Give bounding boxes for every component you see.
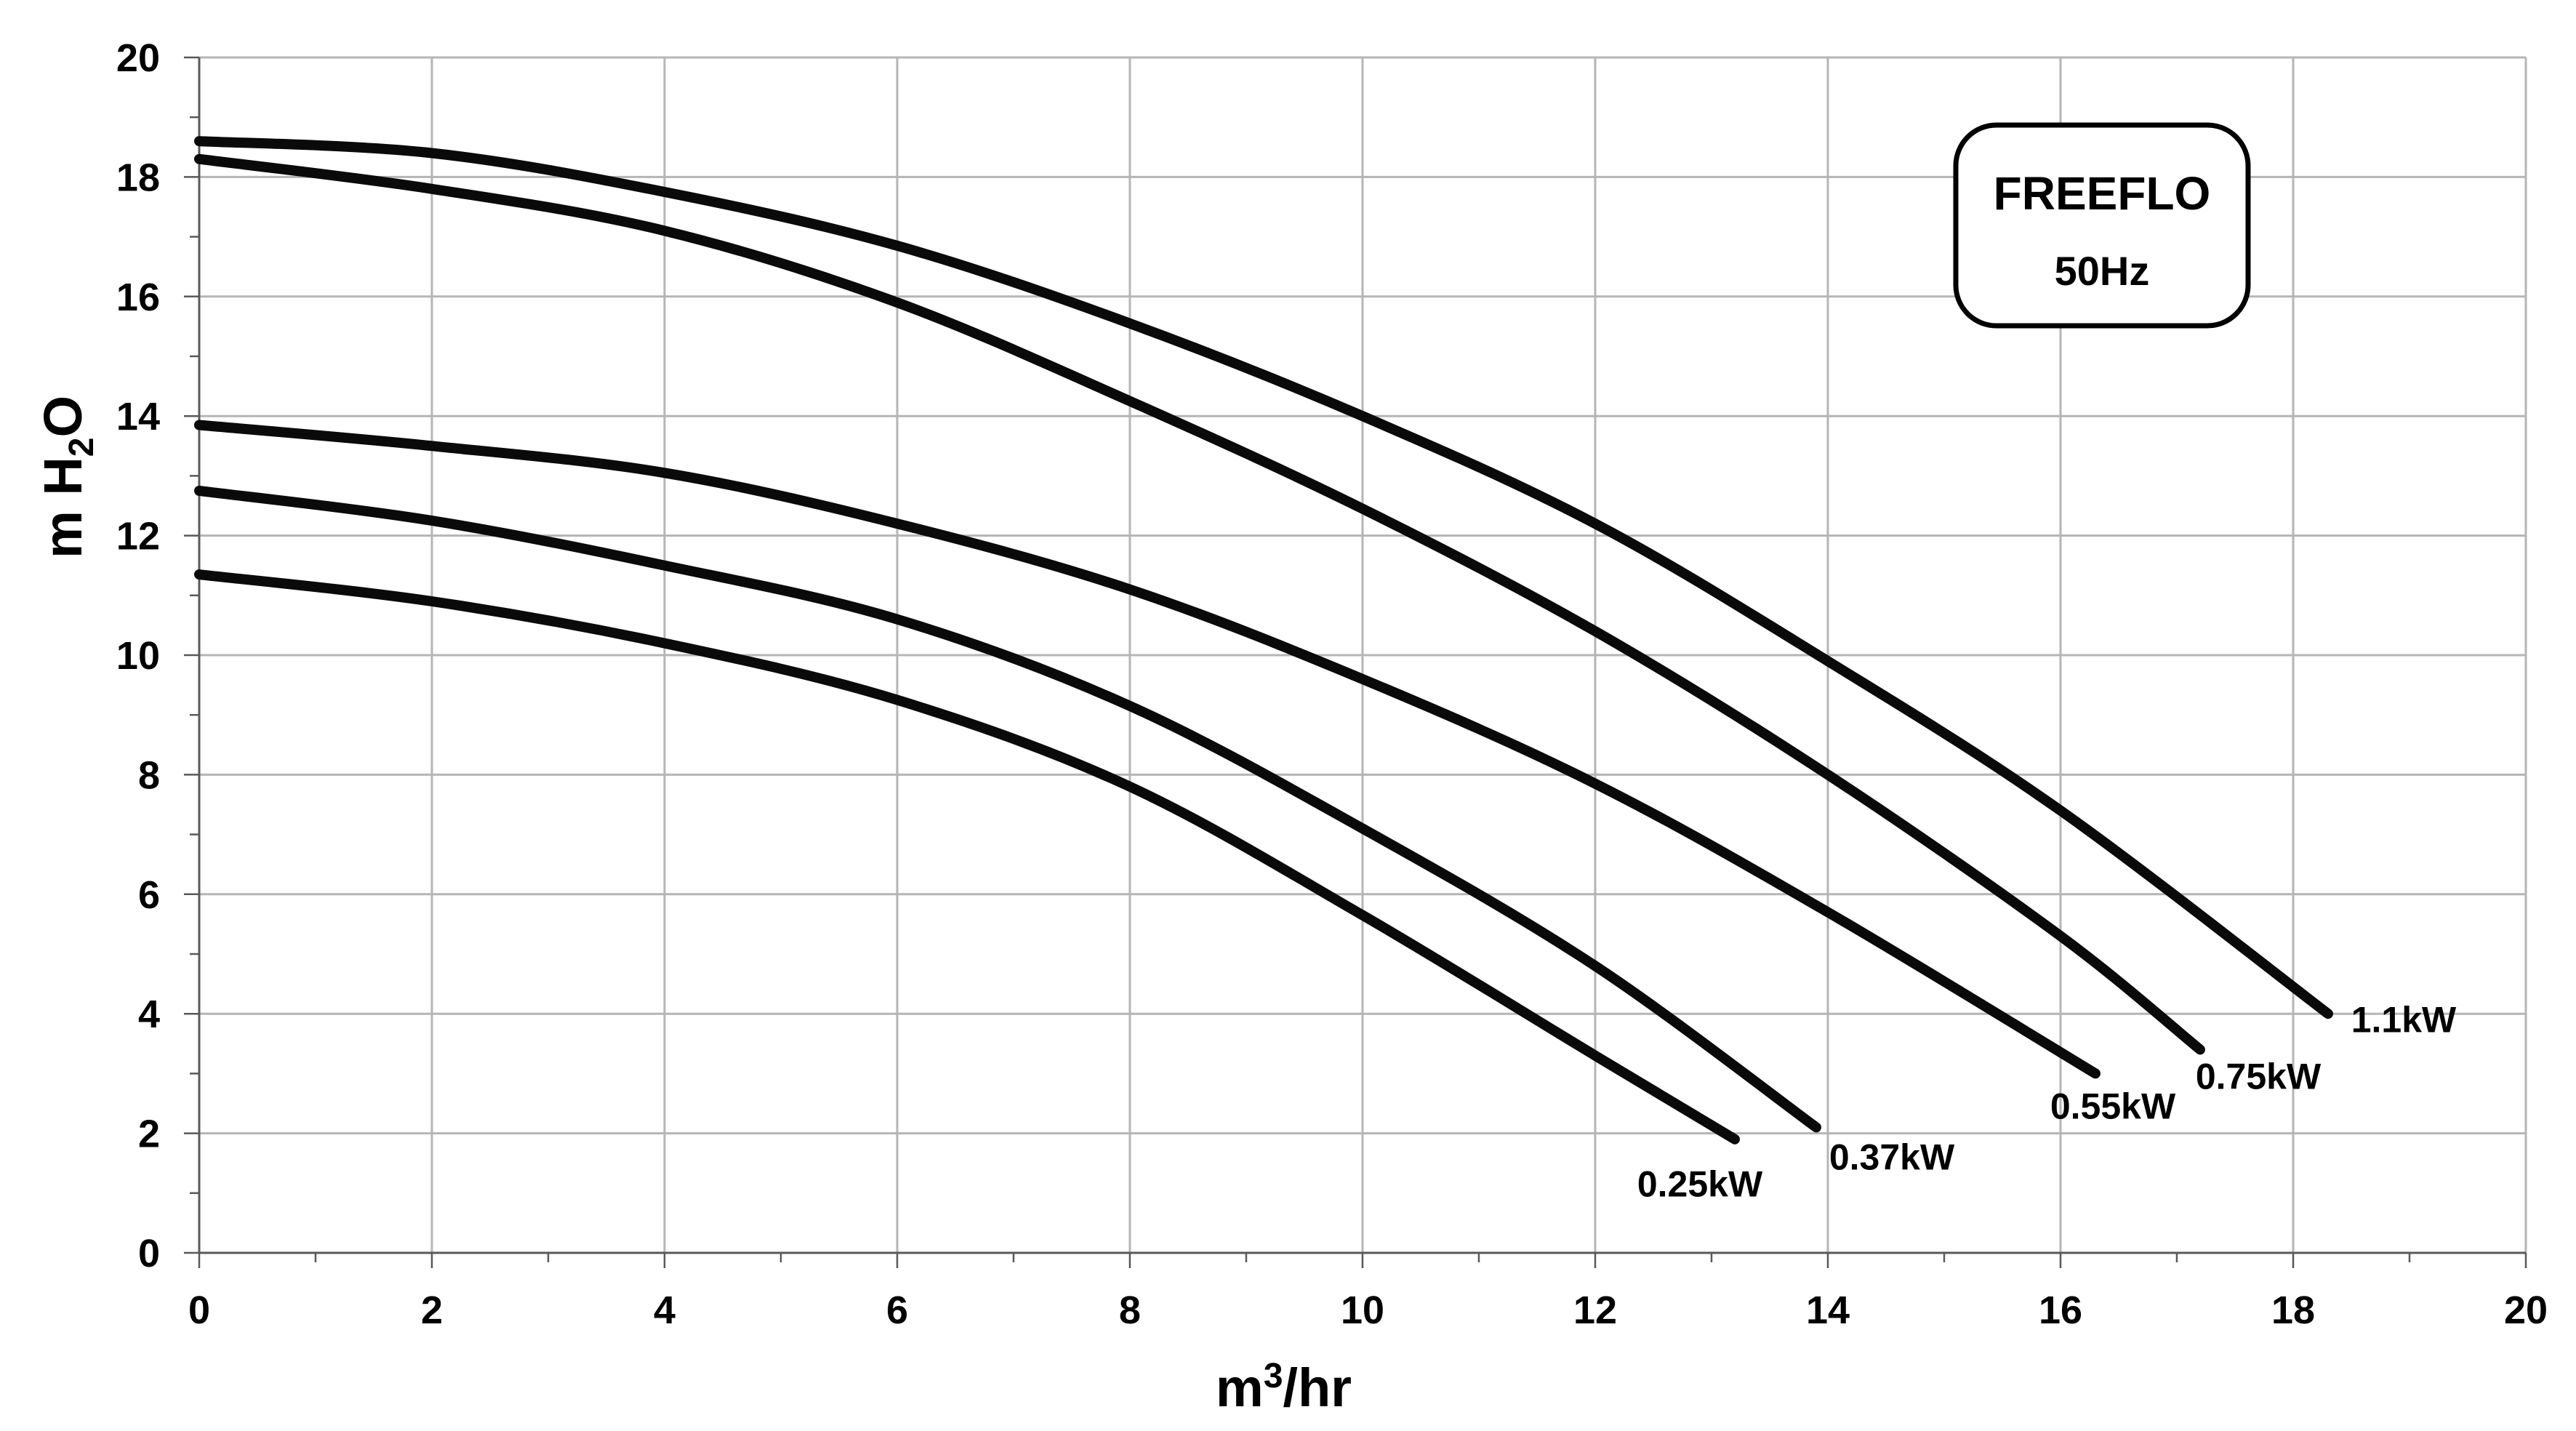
curve-label-0.37kW: 0.37kW (1829, 1137, 1955, 1177)
x-axis-title-superscript: 3 (1264, 1357, 1283, 1395)
pump-curve-0.37kW (194, 485, 1821, 1133)
y-tick-label: 8 (138, 753, 160, 797)
x-tick-label: 4 (654, 1288, 675, 1332)
y-axis-title-subscript: 2 (63, 437, 101, 457)
y-tick-label: 4 (138, 993, 160, 1036)
axis-lines (198, 57, 2526, 1254)
axis-ticks (184, 56, 2527, 1268)
y-tick-labels: 0 2 4 6 8 10 12 14 16 18 20 (116, 36, 160, 1275)
x-axis-title-base: m (1216, 1358, 1264, 1418)
pump-curve-0.55kW (194, 420, 2100, 1079)
x-tick-label: 6 (886, 1288, 908, 1332)
y-tick-label: 2 (138, 1113, 160, 1156)
curve-label-0.55kW: 0.55kW (2050, 1086, 2176, 1127)
y-axis-title-rest: O (33, 396, 93, 438)
x-tick-label: 20 (2504, 1288, 2548, 1332)
x-tick-label: 10 (1341, 1288, 1384, 1332)
y-axis-title: m H2O (33, 396, 101, 558)
pump-curves (194, 136, 2333, 1145)
x-tick-label: 2 (421, 1288, 443, 1332)
y-tick-label: 12 (116, 515, 160, 558)
curve-labels: 0.25kW 0.37kW 0.55kW 0.75kW 1.1kW (1637, 999, 2457, 1204)
x-tick-labels: 0 2 4 6 8 10 12 14 16 18 20 (188, 1288, 2548, 1332)
x-tick-label: 12 (1573, 1288, 1617, 1332)
legend-subtitle: 50Hz (2055, 248, 2150, 294)
y-tick-label: 20 (116, 36, 160, 80)
pump-curve-0.25kW (194, 569, 1740, 1145)
y-axis-title-base: m H (33, 457, 93, 558)
legend-box: FREEFLO 50Hz (1953, 122, 2251, 329)
pump-curve-0.75kW (194, 153, 2205, 1055)
curve-label-1.1kW: 1.1kW (2351, 999, 2457, 1040)
x-tick-label: 8 (1119, 1288, 1141, 1332)
pump-curve-1.1kW (194, 136, 2333, 1019)
y-tick-label: 6 (138, 873, 160, 917)
x-tick-label: 0 (188, 1288, 210, 1332)
curve-label-0.25kW: 0.25kW (1637, 1163, 1763, 1204)
y-tick-label: 10 (116, 634, 160, 678)
y-tick-label: 0 (138, 1232, 160, 1275)
x-axis-title-rest: /hr (1283, 1358, 1352, 1418)
y-tick-label: 14 (116, 395, 160, 438)
legend-title: FREEFLO (1994, 167, 2211, 220)
x-tick-label: 14 (1806, 1288, 1850, 1332)
y-tick-label: 18 (116, 156, 160, 199)
x-axis-title: m3/hr (1216, 1357, 1352, 1418)
x-tick-label: 16 (2039, 1288, 2082, 1332)
x-tick-label: 18 (2271, 1288, 2315, 1332)
curve-label-0.75kW: 0.75kW (2196, 1057, 2322, 1097)
legend-frame (1953, 122, 2251, 329)
y-tick-label: 16 (116, 276, 160, 319)
